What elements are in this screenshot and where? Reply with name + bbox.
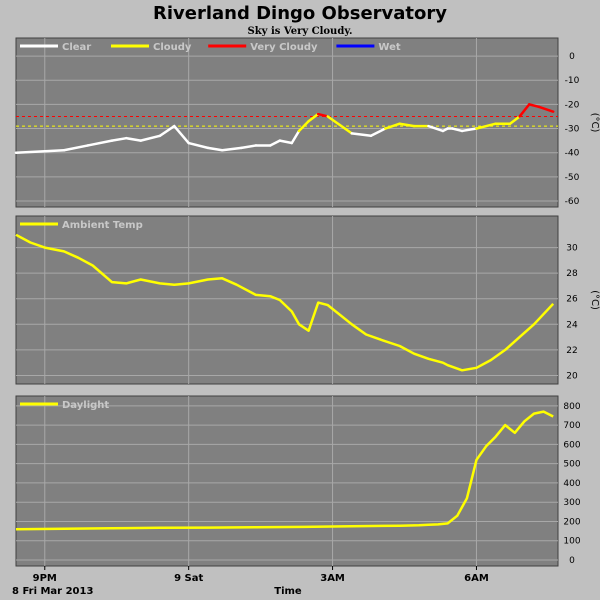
sky-series-segment: [384, 122, 401, 130]
sky-ytick-label: -40: [565, 149, 580, 159]
sky-series-segment: [110, 136, 128, 142]
date-label: 8 Fri Mar 2013: [12, 586, 93, 597]
sky-series-segment: [350, 132, 373, 138]
ambient-ytick-label: 24: [566, 320, 578, 330]
x-tick-label: 9 Sat: [174, 573, 203, 584]
daylight-ytick-label: 400: [563, 479, 580, 489]
sky-series-segment: [297, 120, 310, 133]
sky-series-segment: [518, 103, 531, 118]
ambient-ytick-label: 30: [566, 244, 578, 254]
sky-series-segment: [206, 146, 224, 152]
sky-series-segment: [125, 136, 142, 142]
sky-legend-label: Very Cloudy: [250, 42, 318, 53]
ambient-plot-area: [15, 215, 559, 385]
sky-series-segment: [398, 122, 416, 128]
chart-subtitle: Sky is Very Cloudy.: [248, 26, 353, 37]
sky-series-segment: [278, 139, 294, 145]
sky-series-segment: [326, 115, 354, 135]
x-axis-title: Time: [274, 586, 302, 597]
sky-series-segment: [187, 141, 210, 150]
sky-series-segment: [460, 127, 478, 133]
sky-series-segment: [527, 103, 541, 109]
sky-legend-label: Cloudy: [153, 42, 192, 53]
sky-series-segment: [508, 115, 521, 125]
ambient-legend-label: Ambient Temp: [62, 220, 143, 231]
panels-layer: 0 -10 -20 -30 -40 -50 -60 (°C) Clear Cloudy Very C…: [14, 37, 600, 584]
sky-series-segment: [268, 139, 282, 147]
sky-series-segment: [240, 144, 258, 150]
sky-plot-area: [15, 37, 559, 208]
sky-series-segment: [158, 124, 176, 138]
sky-y-axis-label: (°C): [589, 113, 600, 133]
sky-ytick-label: -50: [565, 173, 580, 183]
daylight-series-line: [15, 410, 554, 531]
x-tick-label: 3AM: [320, 573, 345, 584]
daylight-ytick-label: 0: [569, 556, 575, 566]
daylight-ytick-label: 800: [563, 402, 580, 412]
daylight-ytick-label: 500: [563, 460, 580, 470]
sky-series-segment: [451, 127, 464, 133]
sky-ytick-label: -10: [565, 76, 580, 86]
sky-series-segment: [62, 144, 90, 152]
sky-series-segment: [139, 134, 162, 142]
daylight-ytick-label: 700: [563, 421, 580, 431]
daylight-ytick-label: 200: [563, 517, 580, 527]
sky-ytick-label: 0: [569, 52, 575, 62]
sky-series-segment: [369, 127, 387, 138]
sky-series-segment: [475, 122, 497, 130]
daylight-ytick-label: 100: [563, 537, 580, 547]
daylight-plot-area: [15, 395, 559, 567]
ambient-ytick-label: 20: [566, 371, 578, 381]
chart-title: Riverland Dingo Observatory: [153, 3, 447, 24]
sky-series-segment: [427, 124, 445, 133]
daylight-ytick-label: 600: [563, 440, 580, 450]
x-tick-label: 9PM: [33, 573, 57, 584]
daylight-legend-label: Daylight: [62, 400, 109, 411]
sky-legend-label: Wet: [378, 42, 400, 53]
sky-series-segment: [14, 149, 66, 154]
sky-series-segment: [290, 129, 301, 145]
ambient-ytick-label: 22: [566, 346, 577, 356]
sky-series-segment: [316, 112, 330, 118]
sky-series-segment: [86, 139, 114, 147]
ambient-ytick-label: 26: [566, 295, 578, 305]
daylight-ytick-label: 300: [563, 498, 580, 508]
ambient-ytick-label: 28: [566, 269, 578, 279]
ambient-series-line: [15, 233, 555, 372]
sky-ytick-label: -60: [565, 197, 580, 207]
ambient-y-axis-label: (°C): [589, 290, 600, 310]
sky-ytick-label: -20: [565, 100, 580, 110]
sky-series-segment: [173, 124, 190, 145]
sky-ytick-label: -30: [565, 125, 580, 135]
sky-legend-label: Clear: [62, 42, 91, 53]
sky-series-segment: [220, 146, 243, 152]
sky-series-segment: [537, 105, 555, 113]
sky-series-segment: [307, 112, 320, 123]
x-tick-label: 6AM: [464, 573, 489, 584]
